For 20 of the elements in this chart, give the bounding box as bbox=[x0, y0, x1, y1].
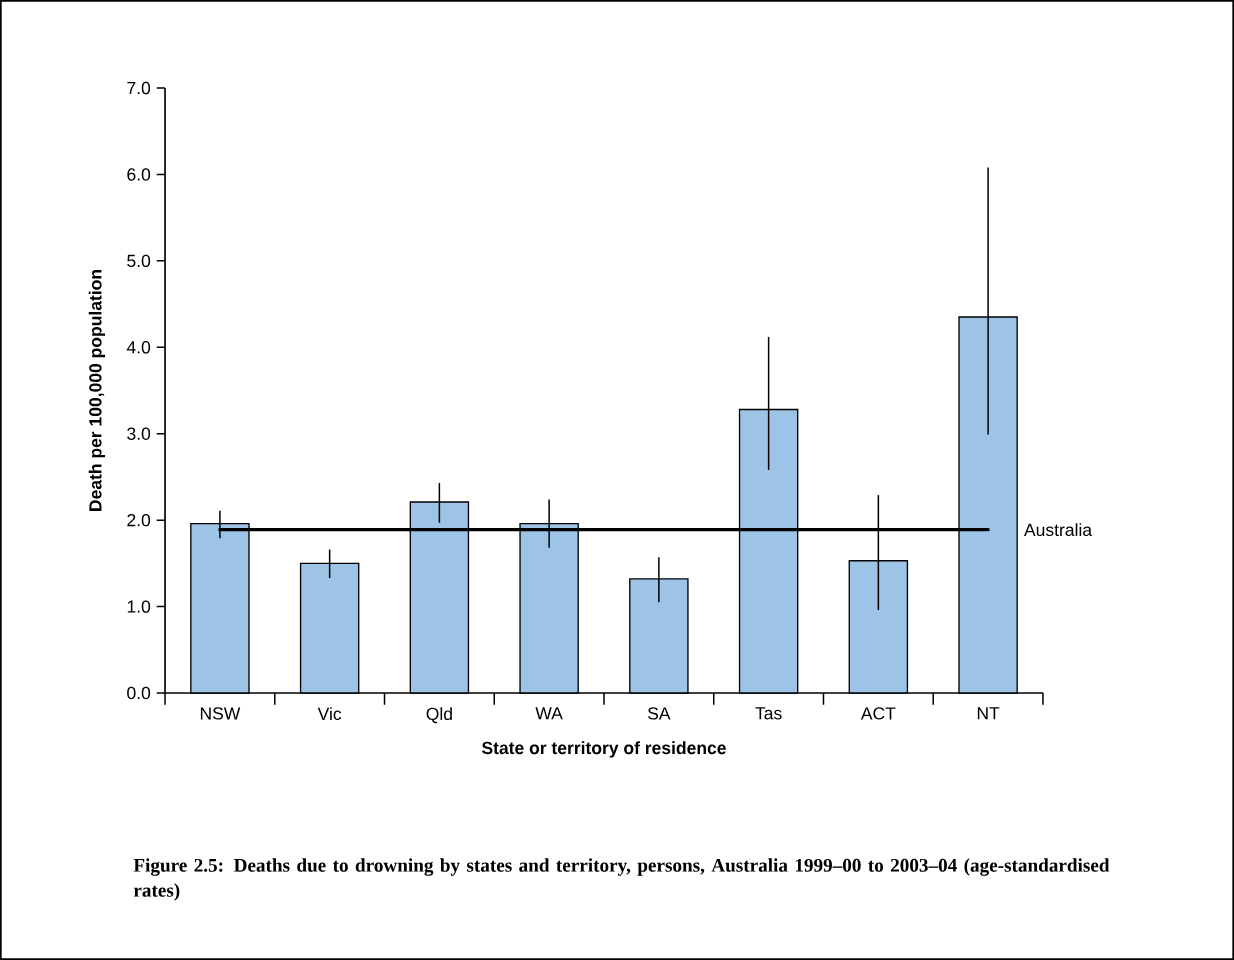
x-tick-label: NT bbox=[977, 707, 1000, 720]
y-tick-label: 6.0 bbox=[127, 168, 151, 181]
y-tick-label: 2.0 bbox=[127, 513, 151, 527]
text: Figure 2.5: Deaths due to drowning by states and territory, persons, Australia 1999–00 to 2003–04 (age-standardised rates) bbox=[133, 858, 1110, 901]
x-axis-title: State or territory of residence bbox=[481, 741, 726, 758]
x-tick-label: NSW bbox=[200, 707, 241, 720]
y-tick-label: 5.0 bbox=[127, 254, 151, 268]
x-tick-label: Vic bbox=[317, 707, 342, 721]
y-tick-label: 3.0 bbox=[127, 427, 151, 440]
x-tick-label: WA bbox=[535, 707, 563, 720]
x-tick-label: Qld bbox=[426, 707, 452, 724]
x-tick-label: Tas bbox=[755, 707, 782, 720]
y-tick-label: 4.0 bbox=[126, 341, 151, 354]
ref-line-label: Australia bbox=[1024, 523, 1093, 537]
y-axis-title: Death per 100,000 population bbox=[88, 270, 106, 511]
y-tick-label: 1.0 bbox=[127, 600, 151, 613]
y-tick-label: 0.0 bbox=[127, 686, 151, 700]
y-tick-label: 7.0 bbox=[127, 81, 151, 95]
x-tick-label: SA bbox=[647, 707, 671, 720]
x-tick-label: ACT bbox=[860, 707, 896, 720]
